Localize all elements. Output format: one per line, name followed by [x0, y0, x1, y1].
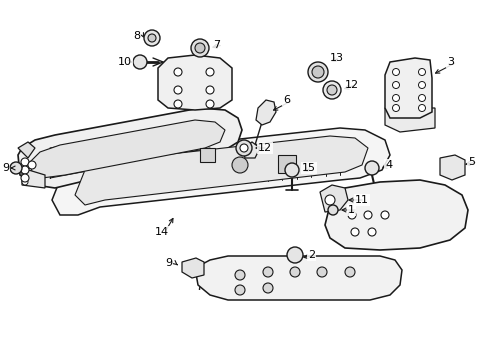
Circle shape	[368, 228, 376, 236]
Circle shape	[392, 94, 399, 102]
Circle shape	[328, 205, 338, 215]
Circle shape	[308, 62, 328, 82]
Circle shape	[327, 85, 337, 95]
Text: 11: 11	[355, 195, 369, 205]
Circle shape	[325, 195, 335, 205]
Circle shape	[317, 267, 327, 277]
Circle shape	[381, 211, 389, 219]
Circle shape	[232, 157, 248, 173]
Text: 9: 9	[2, 163, 9, 173]
Polygon shape	[385, 58, 432, 118]
Circle shape	[22, 179, 28, 185]
Circle shape	[21, 158, 29, 166]
Text: 14: 14	[155, 227, 169, 237]
Circle shape	[236, 140, 252, 156]
Circle shape	[312, 66, 324, 78]
Circle shape	[263, 283, 273, 293]
Text: 15: 15	[302, 163, 316, 173]
Text: 1: 1	[348, 205, 355, 215]
Text: 3: 3	[447, 57, 454, 67]
Polygon shape	[200, 148, 215, 162]
Circle shape	[174, 68, 182, 76]
Circle shape	[348, 211, 356, 219]
Circle shape	[364, 211, 372, 219]
Circle shape	[263, 267, 273, 277]
Polygon shape	[440, 155, 465, 180]
Polygon shape	[182, 258, 204, 278]
Circle shape	[174, 86, 182, 94]
Text: 2: 2	[308, 250, 315, 260]
Circle shape	[206, 100, 214, 108]
Polygon shape	[195, 256, 402, 300]
Polygon shape	[30, 120, 225, 178]
Text: 9: 9	[165, 258, 172, 268]
Circle shape	[365, 161, 379, 175]
Polygon shape	[256, 100, 276, 125]
Circle shape	[206, 68, 214, 76]
Polygon shape	[75, 136, 368, 205]
Circle shape	[345, 267, 355, 277]
Text: 10: 10	[118, 57, 132, 67]
Circle shape	[418, 81, 425, 89]
Circle shape	[133, 55, 147, 69]
Polygon shape	[385, 108, 435, 132]
Circle shape	[148, 34, 156, 42]
Text: 5: 5	[468, 157, 475, 167]
Circle shape	[206, 86, 214, 94]
Circle shape	[28, 161, 36, 169]
Circle shape	[392, 104, 399, 112]
Circle shape	[21, 166, 29, 174]
Circle shape	[290, 267, 300, 277]
Circle shape	[418, 104, 425, 112]
Circle shape	[174, 100, 182, 108]
Polygon shape	[320, 185, 348, 212]
Text: 6: 6	[283, 95, 290, 105]
Polygon shape	[325, 180, 468, 250]
Polygon shape	[52, 128, 390, 215]
Circle shape	[240, 144, 248, 152]
Circle shape	[392, 68, 399, 76]
Circle shape	[235, 285, 245, 295]
Circle shape	[323, 81, 341, 99]
Circle shape	[418, 68, 425, 76]
Circle shape	[351, 228, 359, 236]
Text: 12: 12	[258, 143, 272, 153]
Text: 7: 7	[213, 40, 220, 50]
Polygon shape	[22, 168, 45, 188]
Circle shape	[235, 270, 245, 280]
Circle shape	[10, 162, 22, 174]
Polygon shape	[18, 142, 35, 158]
Text: 8: 8	[133, 31, 140, 41]
Polygon shape	[242, 142, 260, 158]
Text: 12: 12	[345, 80, 359, 90]
Circle shape	[392, 81, 399, 89]
Polygon shape	[158, 55, 232, 110]
Polygon shape	[278, 155, 296, 173]
Circle shape	[418, 94, 425, 102]
Text: 13: 13	[330, 53, 344, 63]
Circle shape	[144, 30, 160, 46]
Circle shape	[195, 43, 205, 53]
Text: 4: 4	[385, 160, 392, 170]
Polygon shape	[18, 108, 242, 188]
Circle shape	[191, 39, 209, 57]
Circle shape	[287, 247, 303, 263]
Circle shape	[21, 174, 29, 182]
Circle shape	[285, 163, 299, 177]
